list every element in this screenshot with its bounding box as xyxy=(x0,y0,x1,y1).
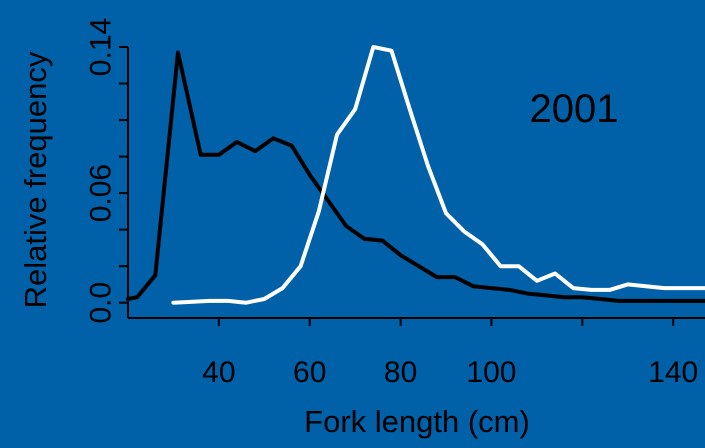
x-tick-label: 140 xyxy=(648,356,698,389)
x-axis-title: Fork length (cm) xyxy=(304,404,530,439)
year-annotation: 2001 xyxy=(530,87,619,131)
x-tick-label: 100 xyxy=(466,356,516,389)
x-tick-label: 40 xyxy=(202,356,235,389)
series-line-1 xyxy=(126,50,705,303)
x-tick-label: 80 xyxy=(384,356,417,389)
series-line-2 xyxy=(171,45,705,305)
y-tick-label: 0.14 xyxy=(85,18,118,76)
x-tick-label: 60 xyxy=(293,356,326,389)
y-tick-label: 0.0 xyxy=(85,282,118,324)
ticks: 0.0 0.06 0.14 40 60 80 100 140 xyxy=(85,18,699,389)
y-tick-label: 0.06 xyxy=(85,164,118,222)
y-axis-title: Relative frequency xyxy=(18,51,53,308)
series-layer xyxy=(126,45,705,305)
